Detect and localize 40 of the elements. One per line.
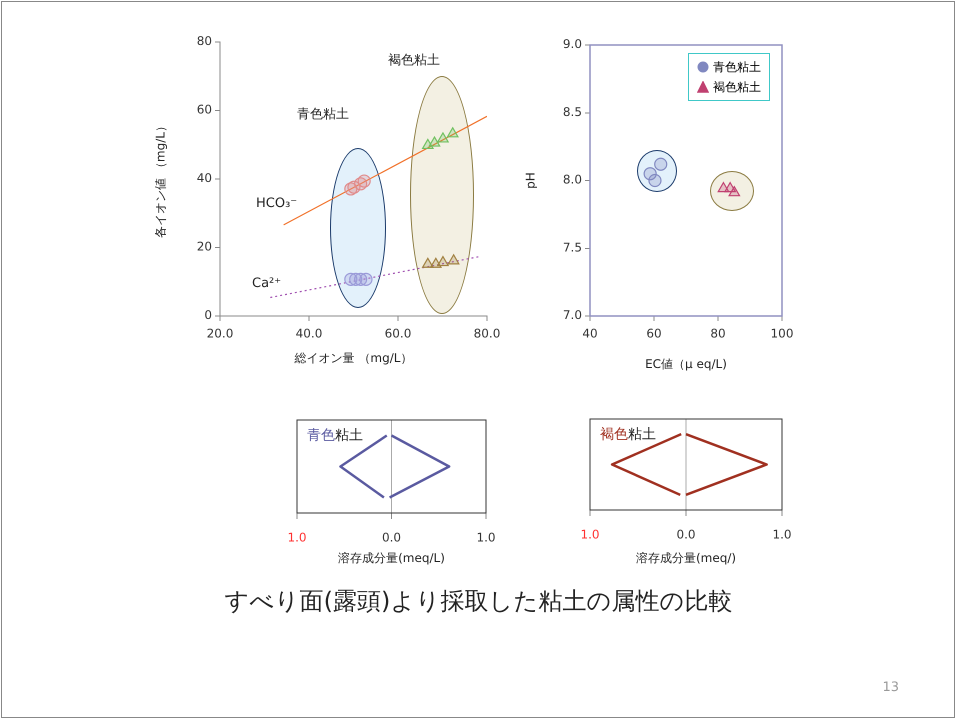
y-tick-label: 80 [196,34,212,48]
text: すべり面(露頭)より採取した粘土の属性の比較 [224,586,734,617]
y-tick-label: 0 [204,308,212,322]
annotation: 褐色粘土 [388,52,440,69]
x-tick-label: 1.0 [772,527,792,542]
annotation: 青色粘土 [297,106,349,123]
x-tick-label: 60 [646,326,662,340]
y-tick-label: 8.0 [562,172,582,187]
x-tick-label: 0.0 [382,530,402,544]
y-tick-label: 9.0 [562,37,582,52]
x-tick-label: 0.0 [676,527,696,542]
y-axis-title: pH [523,172,538,189]
x-tick-label: 1.0 [580,527,600,542]
x-axis-title: 溶存成分量(meq/) [636,550,736,565]
y-tick-label: 40 [196,171,212,186]
legend-label: 青色粘土 [713,59,761,76]
x-tick-label: 80 [710,326,726,340]
x-tick-label: 100 [770,326,794,340]
y-tick-label: 20 [196,240,212,254]
y-tick-label: 7.0 [562,308,582,322]
y-tick-label: 8.5 [562,104,582,119]
x-tick-label: 80.0 [474,326,500,340]
legend-label: 褐色粘土 [713,79,761,96]
x-tick-label: 20.0 [206,326,234,340]
x-axis-title: 溶存成分量(meq/L) [338,550,445,565]
text: 青色粘土 [307,428,363,444]
text: 褐色粘土 [600,426,656,443]
y-tick-label: 60 [196,102,212,117]
x-axis-title: EC値（μ eq/L) [645,356,727,371]
y-tick-label: 7.5 [562,240,582,254]
x-axis-title: 総イオン量 （mg/L） [294,350,412,365]
x-tick-label: 60.0 [384,326,412,340]
x-tick-label: 1.0 [476,530,496,544]
annotation: HCO₃⁻ [256,196,298,211]
x-tick-label: 1.0 [287,530,307,544]
x-tick-label: 40.0 [296,326,322,340]
y-axis-title: 各イオン値 （mg/L） [153,120,168,238]
annotation: Ca²⁺ [252,276,282,291]
text: 13 [882,680,899,695]
x-tick-label: 40 [582,326,598,340]
